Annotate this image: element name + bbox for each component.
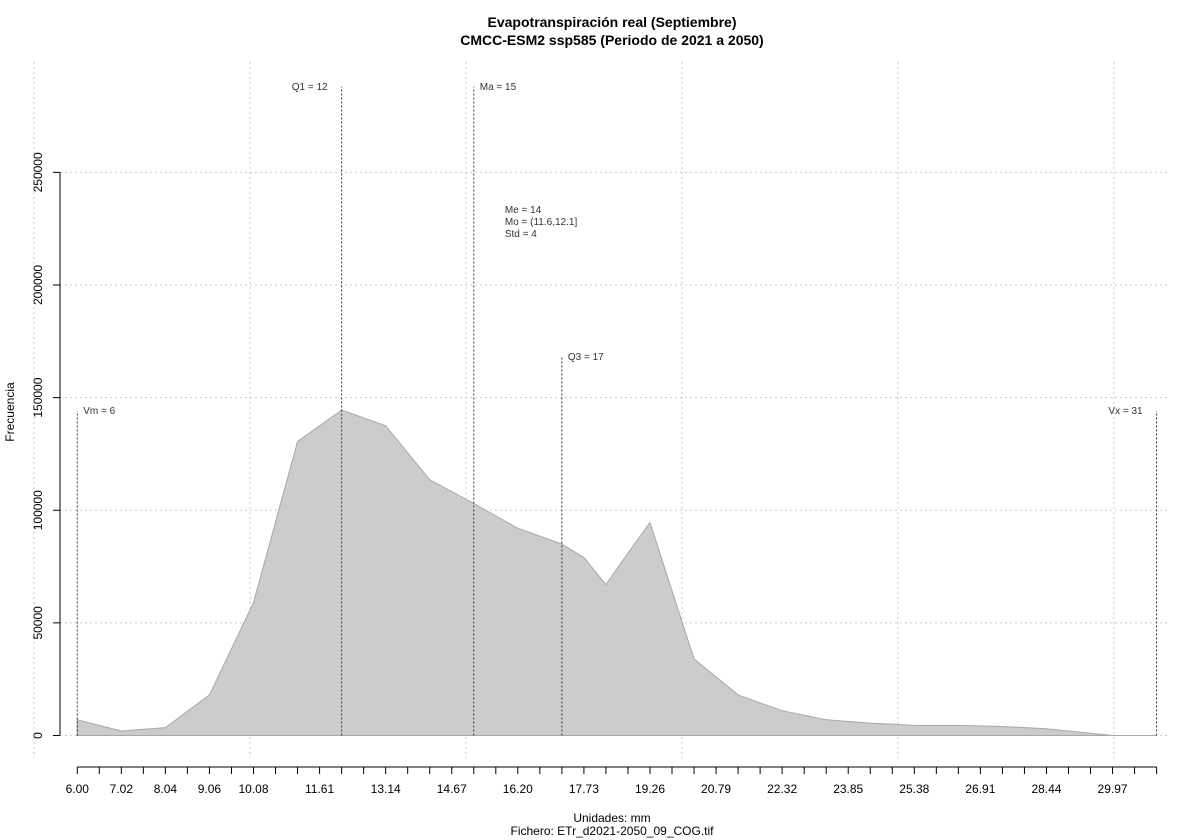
x-tick-label: 13.14 xyxy=(371,782,401,796)
y-tick-label: 50000 xyxy=(31,606,45,640)
x-tick-label: 20.79 xyxy=(701,782,731,796)
stat-marker-label: Q3 = 17 xyxy=(568,352,604,363)
chart-subtitle: CMCC-ESM2 ssp585 (Periodo de 2021 a 2050… xyxy=(460,32,763,48)
x-tick-label: 9.06 xyxy=(198,782,222,796)
stat-std: Std = 4 xyxy=(505,229,537,240)
stat-markers: Vm = 6 Q1 = 12 Ma = 15 Q3 = 17 Vx = 31 xyxy=(76,82,1158,736)
frequency-polygon xyxy=(76,409,1157,736)
chart-title: Evapotranspiración real (Septiembre) xyxy=(488,14,737,30)
y-tick-label: 200000 xyxy=(31,265,45,305)
y-tick-label: 150000 xyxy=(31,377,45,417)
x-tick-label: 28.44 xyxy=(1031,782,1061,796)
x-tick-label: 16.20 xyxy=(503,782,533,796)
file-footer: Fichero: ETr_d2021-2050_09_COG.tif xyxy=(511,824,715,838)
stat-marker-label: Vx = 31 xyxy=(1108,406,1143,417)
stats-annotation: Me = 14 Mo = (11.6,12.1] Std = 4 xyxy=(505,205,578,240)
x-tick-label: 10.08 xyxy=(238,782,268,796)
x-tick-label: 6.00 xyxy=(66,782,90,796)
x-tick-label: 22.32 xyxy=(767,782,797,796)
x-tick-label: 14.67 xyxy=(437,782,467,796)
x-tick-label: 11.61 xyxy=(305,782,334,796)
x-tick-label: 7.02 xyxy=(110,782,134,796)
x-axis-label: Unidades: mm xyxy=(573,811,650,825)
frequency-area xyxy=(76,409,1157,736)
x-tick-label: 17.73 xyxy=(569,782,599,796)
x-tick-label: 23.85 xyxy=(833,782,863,796)
x-tick-label: 26.91 xyxy=(965,782,995,796)
stat-marker-label: Ma = 15 xyxy=(480,82,517,93)
y-tick-label: 250000 xyxy=(31,152,45,192)
y-tick-label: 0 xyxy=(31,732,45,739)
y-tick-label: 100000 xyxy=(31,490,45,530)
stat-marker-label: Vm = 6 xyxy=(83,406,115,417)
stat-marker-label: Q1 = 12 xyxy=(292,82,328,93)
x-tick-label: 25.38 xyxy=(899,782,929,796)
x-tick-label: 8.04 xyxy=(154,782,178,796)
stat-median: Me = 14 xyxy=(505,205,542,216)
x-tick-label: 29.97 xyxy=(1098,782,1128,796)
x-tick-label: 19.26 xyxy=(635,782,665,796)
y-axis-label: Frecuencia xyxy=(3,382,17,442)
axes: 0 50000 100000 150000 200000 250000 6.00 7.02 8.… xyxy=(31,152,1158,796)
stat-mode: Mo = (11.6,12.1] xyxy=(505,217,578,228)
